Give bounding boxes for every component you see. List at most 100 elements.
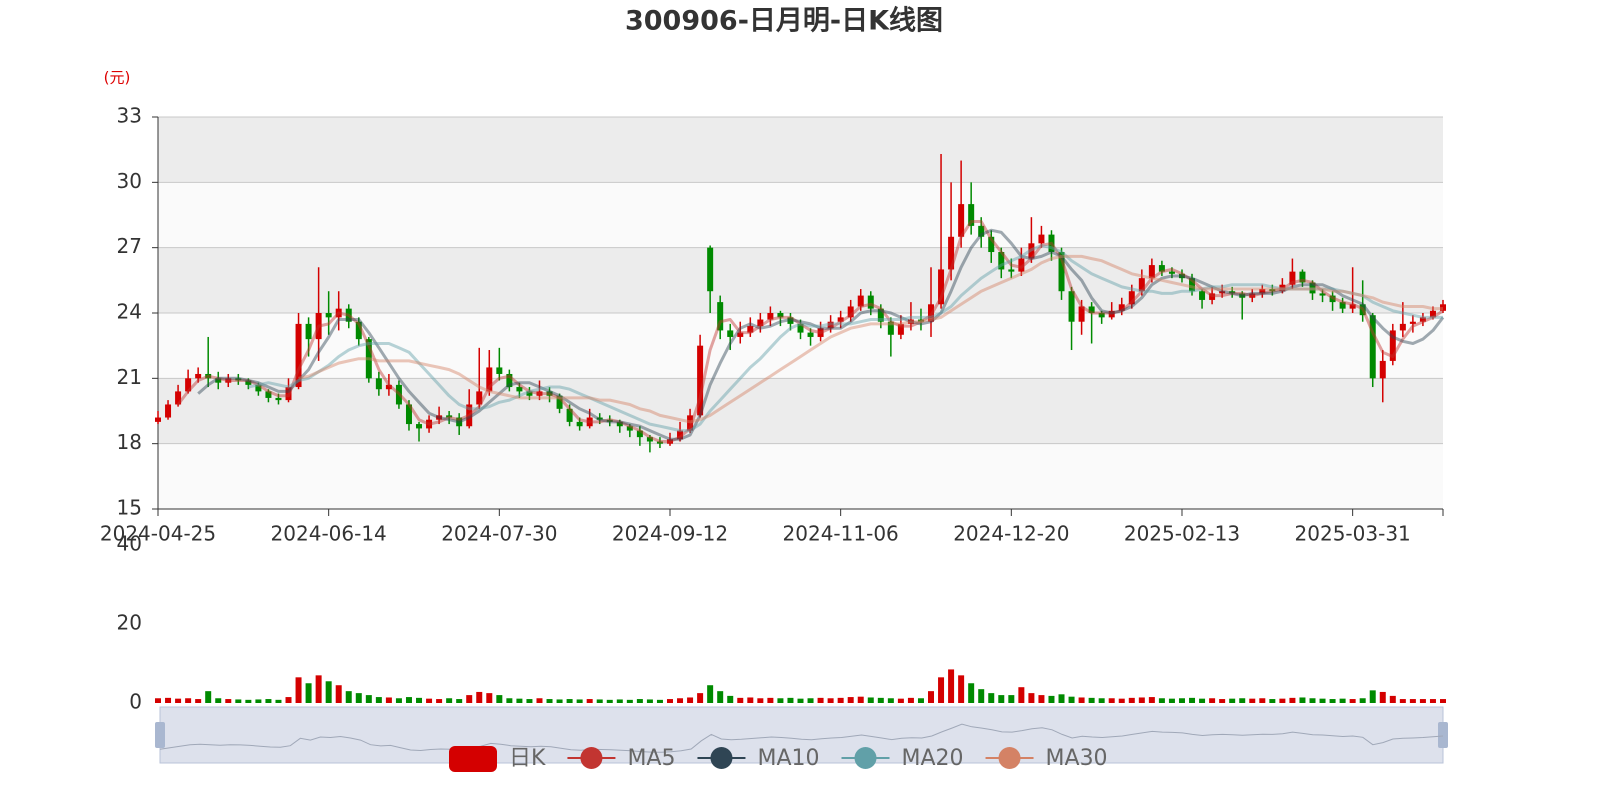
volume-bar — [526, 699, 533, 703]
candle-body — [998, 252, 1005, 270]
legend-label[interactable]: 日K — [509, 746, 546, 771]
volume-bar — [757, 698, 764, 703]
volume-bar — [737, 697, 744, 703]
volume-bar — [687, 697, 694, 703]
y-tick-label: 18 — [117, 430, 142, 454]
y-tick-label: 30 — [117, 169, 142, 193]
candle-body — [988, 236, 995, 253]
candle-body — [1279, 284, 1286, 292]
legend-label[interactable]: MA30 — [1046, 746, 1108, 771]
volume-bar — [857, 696, 864, 703]
candle-body — [1038, 234, 1045, 244]
candle-body — [1359, 304, 1366, 316]
y-tick-label: 15 — [117, 496, 142, 520]
candle-body — [476, 391, 483, 405]
candle-body — [165, 404, 172, 418]
candle-body — [707, 247, 714, 292]
candle-body — [1128, 291, 1135, 305]
candle-body — [666, 439, 673, 444]
volume-bar — [486, 693, 493, 703]
candle-body — [807, 332, 814, 337]
x-tick-label: 2024-09-12 — [612, 522, 728, 546]
candle-body — [175, 391, 182, 405]
legend-label[interactable]: MA20 — [902, 746, 964, 771]
candle-body — [827, 321, 834, 329]
y-tick-label: 24 — [117, 300, 142, 324]
y-tick-label: 27 — [117, 234, 142, 258]
candle-body — [1028, 243, 1035, 259]
volume-bar — [1309, 698, 1316, 703]
volume-bar — [416, 697, 423, 703]
volume-bar — [566, 699, 573, 703]
candle-body — [486, 367, 493, 392]
legend-label[interactable]: MA10 — [757, 746, 819, 771]
volume-bar — [1158, 698, 1165, 703]
candle-body — [355, 321, 362, 340]
candle-body — [1098, 313, 1105, 318]
volume-bar — [626, 699, 633, 703]
candle-body — [1008, 269, 1015, 272]
legend-label[interactable]: MA5 — [627, 746, 675, 771]
zoom-handle[interactable] — [155, 722, 165, 748]
volume-bar — [938, 677, 945, 703]
zoom-handle[interactable] — [1438, 722, 1448, 748]
candle-body — [948, 236, 955, 270]
volume-bar — [1389, 695, 1396, 703]
volume-bar — [1068, 696, 1075, 703]
candle-body — [757, 319, 764, 327]
candle-body — [837, 317, 844, 322]
volume-bar — [295, 677, 302, 703]
candle-body — [516, 387, 523, 392]
candle-body — [215, 378, 222, 383]
candle-body — [205, 373, 212, 379]
candle-body — [385, 384, 392, 390]
volume-bar — [968, 683, 975, 703]
candle-body — [275, 397, 282, 401]
volume-bar — [1209, 698, 1216, 703]
volume-bar — [225, 699, 232, 703]
candle-body — [747, 326, 754, 333]
volume-bar — [405, 697, 412, 703]
legend-symbol — [580, 747, 603, 769]
volume-bar — [717, 691, 724, 703]
legend-symbol[interactable] — [449, 746, 497, 772]
volume-bar — [1028, 693, 1035, 703]
volume-bar — [275, 699, 282, 703]
candle-body — [656, 441, 663, 444]
volume-bar — [345, 691, 352, 703]
x-tick-label: 2025-02-13 — [1124, 522, 1240, 546]
volume-bar — [205, 691, 212, 703]
candle-body — [928, 304, 935, 322]
candle-body — [1249, 293, 1256, 298]
volume-bar — [1259, 698, 1266, 703]
candle-body — [1299, 271, 1306, 283]
candle-body — [968, 204, 975, 226]
candle-body — [235, 378, 242, 381]
candle-body — [225, 378, 232, 383]
volume-bar — [245, 699, 252, 703]
candle-body — [1219, 291, 1226, 294]
grid-band — [158, 247, 1443, 313]
volume-bar — [1078, 697, 1085, 703]
candle-body — [1178, 273, 1185, 279]
candle-body — [677, 430, 684, 440]
candle-body — [1078, 306, 1085, 322]
candle-body — [1158, 265, 1165, 272]
candle-body — [1189, 278, 1196, 292]
candle-body — [1369, 315, 1376, 379]
volume-bar — [958, 675, 965, 703]
y-tick-label: 0 — [129, 690, 142, 714]
volume-bar — [516, 698, 523, 703]
volume-bar — [1279, 698, 1286, 703]
candle-body — [958, 204, 965, 237]
volume-bar — [1239, 698, 1246, 703]
volume-bar — [988, 693, 995, 703]
candle-body — [566, 408, 573, 422]
candle-body — [506, 373, 513, 388]
candle-body — [1209, 293, 1216, 300]
candle-body — [1088, 306, 1095, 313]
volume-bar — [1148, 697, 1155, 703]
candle-body — [536, 391, 543, 396]
candle-body — [887, 321, 894, 335]
candle-body — [1239, 293, 1246, 298]
